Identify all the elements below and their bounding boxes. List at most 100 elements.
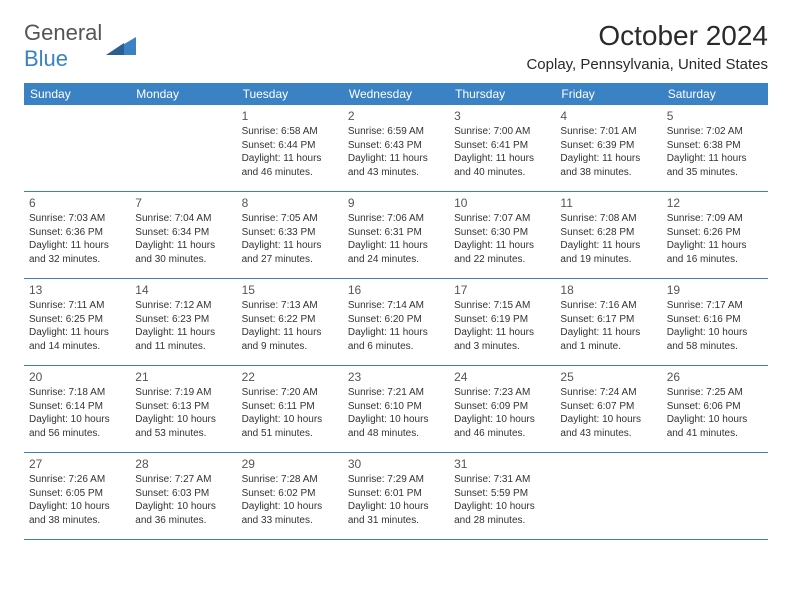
location-text: Coplay, Pennsylvania, United States	[526, 56, 768, 73]
day-number: 23	[348, 369, 444, 385]
day-number: 29	[242, 456, 338, 472]
calendar-cell: 14Sunrise: 7:12 AMSunset: 6:23 PMDayligh…	[130, 279, 236, 366]
calendar-cell	[555, 453, 661, 540]
calendar-cell: 24Sunrise: 7:23 AMSunset: 6:09 PMDayligh…	[449, 366, 555, 453]
calendar-cell: 25Sunrise: 7:24 AMSunset: 6:07 PMDayligh…	[555, 366, 661, 453]
day-info: Sunrise: 7:02 AMSunset: 6:38 PMDaylight:…	[667, 125, 763, 179]
day-info: Sunrise: 7:19 AMSunset: 6:13 PMDaylight:…	[135, 386, 231, 440]
calendar-cell: 21Sunrise: 7:19 AMSunset: 6:13 PMDayligh…	[130, 366, 236, 453]
calendar-cell: 1Sunrise: 6:58 AMSunset: 6:44 PMDaylight…	[237, 105, 343, 192]
calendar-cell: 27Sunrise: 7:26 AMSunset: 6:05 PMDayligh…	[24, 453, 130, 540]
day-number: 2	[348, 108, 444, 124]
day-info: Sunrise: 6:58 AMSunset: 6:44 PMDaylight:…	[242, 125, 338, 179]
calendar-row: 6Sunrise: 7:03 AMSunset: 6:36 PMDaylight…	[24, 192, 768, 279]
day-number: 27	[29, 456, 125, 472]
day-header: Tuesday	[237, 83, 343, 105]
calendar-cell: 11Sunrise: 7:08 AMSunset: 6:28 PMDayligh…	[555, 192, 661, 279]
day-info: Sunrise: 7:11 AMSunset: 6:25 PMDaylight:…	[29, 299, 125, 353]
day-number: 5	[667, 108, 763, 124]
calendar-cell: 9Sunrise: 7:06 AMSunset: 6:31 PMDaylight…	[343, 192, 449, 279]
calendar-cell: 22Sunrise: 7:20 AMSunset: 6:11 PMDayligh…	[237, 366, 343, 453]
calendar-cell: 20Sunrise: 7:18 AMSunset: 6:14 PMDayligh…	[24, 366, 130, 453]
logo-text-2: Blue	[24, 46, 68, 71]
day-number: 21	[135, 369, 231, 385]
day-number: 28	[135, 456, 231, 472]
calendar-cell: 2Sunrise: 6:59 AMSunset: 6:43 PMDaylight…	[343, 105, 449, 192]
day-info: Sunrise: 7:17 AMSunset: 6:16 PMDaylight:…	[667, 299, 763, 353]
calendar-cell: 31Sunrise: 7:31 AMSunset: 5:59 PMDayligh…	[449, 453, 555, 540]
page-header: General Blue October 2024 Coplay, Pennsy…	[24, 20, 768, 73]
day-header: Monday	[130, 83, 236, 105]
calendar-cell: 3Sunrise: 7:00 AMSunset: 6:41 PMDaylight…	[449, 105, 555, 192]
day-number: 24	[454, 369, 550, 385]
title-block: October 2024 Coplay, Pennsylvania, Unite…	[526, 20, 768, 73]
calendar-cell: 16Sunrise: 7:14 AMSunset: 6:20 PMDayligh…	[343, 279, 449, 366]
day-number: 31	[454, 456, 550, 472]
calendar-row: 20Sunrise: 7:18 AMSunset: 6:14 PMDayligh…	[24, 366, 768, 453]
day-number: 8	[242, 195, 338, 211]
day-number: 3	[454, 108, 550, 124]
logo-triangle-icon	[106, 37, 136, 55]
day-number: 30	[348, 456, 444, 472]
day-info: Sunrise: 7:16 AMSunset: 6:17 PMDaylight:…	[560, 299, 656, 353]
logo-text: General Blue	[24, 20, 102, 72]
day-info: Sunrise: 7:08 AMSunset: 6:28 PMDaylight:…	[560, 212, 656, 266]
day-number: 1	[242, 108, 338, 124]
calendar-head: SundayMondayTuesdayWednesdayThursdayFrid…	[24, 83, 768, 105]
day-info: Sunrise: 7:03 AMSunset: 6:36 PMDaylight:…	[29, 212, 125, 266]
day-header: Wednesday	[343, 83, 449, 105]
day-number: 19	[667, 282, 763, 298]
calendar-cell: 8Sunrise: 7:05 AMSunset: 6:33 PMDaylight…	[237, 192, 343, 279]
day-header: Friday	[555, 83, 661, 105]
day-number: 7	[135, 195, 231, 211]
calendar-cell: 6Sunrise: 7:03 AMSunset: 6:36 PMDaylight…	[24, 192, 130, 279]
calendar-cell: 28Sunrise: 7:27 AMSunset: 6:03 PMDayligh…	[130, 453, 236, 540]
day-info: Sunrise: 7:31 AMSunset: 5:59 PMDaylight:…	[454, 473, 550, 527]
day-info: Sunrise: 7:05 AMSunset: 6:33 PMDaylight:…	[242, 212, 338, 266]
day-info: Sunrise: 7:21 AMSunset: 6:10 PMDaylight:…	[348, 386, 444, 440]
day-info: Sunrise: 7:13 AMSunset: 6:22 PMDaylight:…	[242, 299, 338, 353]
calendar-cell: 23Sunrise: 7:21 AMSunset: 6:10 PMDayligh…	[343, 366, 449, 453]
logo-text-1: General	[24, 20, 102, 45]
calendar-cell: 7Sunrise: 7:04 AMSunset: 6:34 PMDaylight…	[130, 192, 236, 279]
day-info: Sunrise: 7:27 AMSunset: 6:03 PMDaylight:…	[135, 473, 231, 527]
calendar-cell: 5Sunrise: 7:02 AMSunset: 6:38 PMDaylight…	[662, 105, 768, 192]
calendar-cell: 19Sunrise: 7:17 AMSunset: 6:16 PMDayligh…	[662, 279, 768, 366]
day-info: Sunrise: 7:00 AMSunset: 6:41 PMDaylight:…	[454, 125, 550, 179]
day-number: 13	[29, 282, 125, 298]
day-number: 11	[560, 195, 656, 211]
day-info: Sunrise: 7:14 AMSunset: 6:20 PMDaylight:…	[348, 299, 444, 353]
day-info: Sunrise: 7:04 AMSunset: 6:34 PMDaylight:…	[135, 212, 231, 266]
day-info: Sunrise: 7:20 AMSunset: 6:11 PMDaylight:…	[242, 386, 338, 440]
day-number: 6	[29, 195, 125, 211]
calendar-cell: 13Sunrise: 7:11 AMSunset: 6:25 PMDayligh…	[24, 279, 130, 366]
page-title: October 2024	[526, 20, 768, 52]
day-info: Sunrise: 7:26 AMSunset: 6:05 PMDaylight:…	[29, 473, 125, 527]
day-number: 17	[454, 282, 550, 298]
day-info: Sunrise: 7:09 AMSunset: 6:26 PMDaylight:…	[667, 212, 763, 266]
day-info: Sunrise: 7:25 AMSunset: 6:06 PMDaylight:…	[667, 386, 763, 440]
day-info: Sunrise: 7:18 AMSunset: 6:14 PMDaylight:…	[29, 386, 125, 440]
calendar-cell	[24, 105, 130, 192]
day-number: 18	[560, 282, 656, 298]
calendar-row: 1Sunrise: 6:58 AMSunset: 6:44 PMDaylight…	[24, 105, 768, 192]
day-number: 22	[242, 369, 338, 385]
day-info: Sunrise: 7:15 AMSunset: 6:19 PMDaylight:…	[454, 299, 550, 353]
calendar-cell: 17Sunrise: 7:15 AMSunset: 6:19 PMDayligh…	[449, 279, 555, 366]
day-header: Thursday	[449, 83, 555, 105]
calendar-cell	[662, 453, 768, 540]
day-header: Saturday	[662, 83, 768, 105]
calendar-cell: 26Sunrise: 7:25 AMSunset: 6:06 PMDayligh…	[662, 366, 768, 453]
day-number: 10	[454, 195, 550, 211]
day-info: Sunrise: 7:12 AMSunset: 6:23 PMDaylight:…	[135, 299, 231, 353]
calendar-row: 13Sunrise: 7:11 AMSunset: 6:25 PMDayligh…	[24, 279, 768, 366]
day-info: Sunrise: 7:07 AMSunset: 6:30 PMDaylight:…	[454, 212, 550, 266]
day-number: 12	[667, 195, 763, 211]
day-number: 9	[348, 195, 444, 211]
day-info: Sunrise: 7:28 AMSunset: 6:02 PMDaylight:…	[242, 473, 338, 527]
day-number: 25	[560, 369, 656, 385]
calendar-body: 1Sunrise: 6:58 AMSunset: 6:44 PMDaylight…	[24, 105, 768, 540]
calendar-cell: 10Sunrise: 7:07 AMSunset: 6:30 PMDayligh…	[449, 192, 555, 279]
day-info: Sunrise: 7:29 AMSunset: 6:01 PMDaylight:…	[348, 473, 444, 527]
calendar-row: 27Sunrise: 7:26 AMSunset: 6:05 PMDayligh…	[24, 453, 768, 540]
